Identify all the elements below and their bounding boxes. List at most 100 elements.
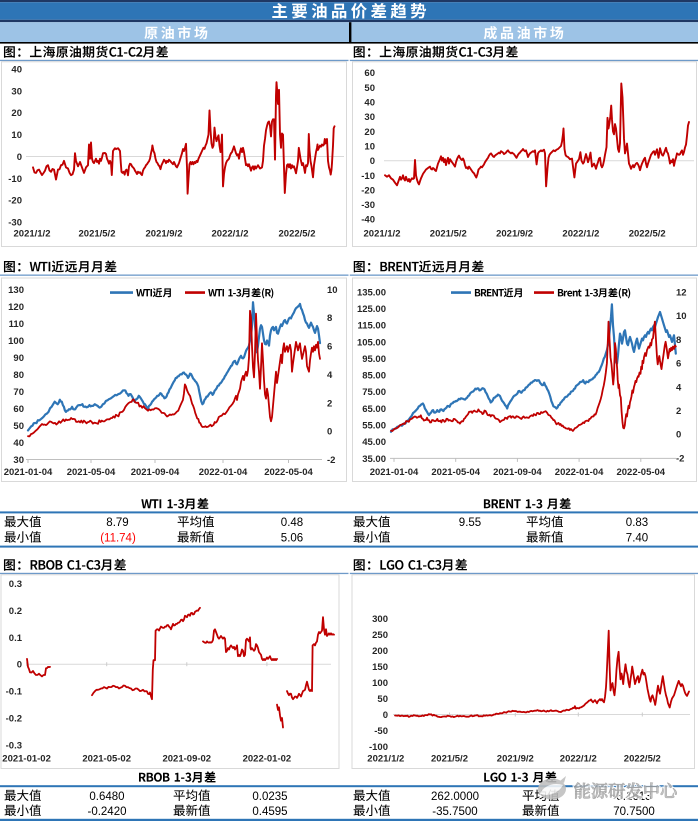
- svg-text:2021-05-04: 2021-05-04: [67, 467, 116, 478]
- svg-text:2022-05-04: 2022-05-04: [264, 467, 313, 478]
- svg-text:2: 2: [327, 398, 332, 409]
- svg-text:0: 0: [676, 430, 681, 441]
- svg-text:0.83: 0.83: [626, 517, 648, 529]
- svg-text:(11.74): (11.74): [100, 533, 136, 545]
- svg-text:-30: -30: [8, 217, 22, 228]
- svg-text:60: 60: [13, 404, 24, 415]
- svg-text:0.48: 0.48: [281, 517, 303, 529]
- svg-text:-2: -2: [676, 453, 684, 464]
- svg-text:-10: -10: [8, 174, 22, 185]
- svg-text:2021/9/2: 2021/9/2: [497, 753, 534, 764]
- svg-text:-40: -40: [361, 215, 375, 226]
- svg-text:50: 50: [364, 83, 375, 94]
- svg-text:250: 250: [372, 630, 388, 641]
- svg-text:2021-09-04: 2021-09-04: [493, 467, 542, 478]
- svg-text:40: 40: [364, 98, 375, 109]
- svg-text:150: 150: [372, 662, 388, 673]
- svg-text:2021-01-02: 2021-01-02: [2, 753, 51, 764]
- svg-text:6: 6: [327, 342, 332, 353]
- svg-text:120: 120: [8, 302, 24, 313]
- svg-text:0: 0: [17, 660, 22, 671]
- svg-text:0.6480: 0.6480: [89, 791, 124, 803]
- svg-text:2022/5/2: 2022/5/2: [279, 229, 316, 240]
- svg-text:115.00: 115.00: [357, 321, 386, 332]
- svg-text:12: 12: [676, 287, 687, 298]
- svg-text:0: 0: [17, 152, 22, 163]
- svg-text:300: 300: [372, 614, 388, 625]
- svg-text:-100: -100: [369, 742, 388, 753]
- svg-text:4: 4: [676, 382, 682, 393]
- svg-text:-35.7500: -35.7500: [432, 806, 477, 818]
- svg-text:2021-01-04: 2021-01-04: [370, 467, 419, 478]
- svg-text:70.7500: 70.7500: [613, 806, 655, 818]
- svg-text:125.00: 125.00: [357, 304, 386, 315]
- svg-text:2021/1/2: 2021/1/2: [367, 753, 404, 764]
- svg-text:8: 8: [327, 313, 332, 324]
- svg-text:2021-09-02: 2021-09-02: [162, 753, 211, 764]
- svg-text:100: 100: [8, 336, 24, 347]
- svg-text:10: 10: [364, 141, 375, 152]
- svg-text:85.00: 85.00: [362, 371, 386, 382]
- svg-text:40: 40: [11, 64, 22, 75]
- svg-text:7.40: 7.40: [626, 533, 648, 545]
- svg-text:30: 30: [364, 112, 375, 123]
- svg-text:0.1: 0.1: [9, 633, 23, 644]
- svg-text:2021/1/2: 2021/1/2: [14, 229, 51, 240]
- svg-text:-0.2420: -0.2420: [87, 806, 126, 818]
- svg-text:60: 60: [364, 68, 375, 79]
- svg-text:4: 4: [327, 370, 333, 381]
- svg-text:0.4595: 0.4595: [252, 806, 287, 818]
- svg-text:2022-01-02: 2022-01-02: [243, 753, 292, 764]
- svg-text:6: 6: [676, 359, 681, 370]
- svg-text:2: 2: [676, 406, 681, 417]
- svg-text:8: 8: [676, 335, 681, 346]
- svg-text:2021/5/2: 2021/5/2: [79, 229, 116, 240]
- svg-text:135.00: 135.00: [357, 287, 386, 298]
- svg-text:30: 30: [11, 86, 22, 97]
- svg-text:2022/5/2: 2022/5/2: [629, 229, 666, 240]
- svg-text:-2: -2: [327, 455, 335, 466]
- svg-text:-50: -50: [374, 726, 388, 737]
- svg-text:50: 50: [13, 421, 24, 432]
- svg-text:75.00: 75.00: [362, 387, 386, 398]
- svg-text:20: 20: [364, 127, 375, 138]
- svg-text:105.00: 105.00: [357, 337, 386, 348]
- svg-text:95.00: 95.00: [362, 354, 386, 365]
- svg-text:55.00: 55.00: [362, 421, 386, 432]
- svg-text:2022-01-04: 2022-01-04: [199, 467, 248, 478]
- svg-text:35.00: 35.00: [362, 454, 386, 465]
- svg-text:5.06: 5.06: [281, 533, 303, 545]
- svg-text:2021/5/2: 2021/5/2: [431, 753, 468, 764]
- svg-text:110: 110: [9, 319, 24, 330]
- svg-text:262.0000: 262.0000: [431, 791, 479, 803]
- svg-text:100: 100: [372, 678, 388, 689]
- svg-text:90: 90: [13, 353, 24, 364]
- svg-text:70: 70: [13, 387, 24, 398]
- svg-text:10: 10: [676, 311, 687, 322]
- svg-text:2021-05-02: 2021-05-02: [82, 753, 131, 764]
- svg-text:-30: -30: [361, 200, 375, 211]
- svg-text:20: 20: [11, 108, 22, 119]
- svg-text:40: 40: [13, 438, 24, 449]
- svg-text:0.0235: 0.0235: [252, 791, 287, 803]
- svg-text:50: 50: [377, 694, 388, 705]
- svg-text:0: 0: [327, 427, 332, 438]
- svg-text:9.55: 9.55: [459, 517, 481, 529]
- svg-text:-0.1: -0.1: [6, 687, 23, 698]
- svg-text:10: 10: [327, 285, 338, 296]
- svg-text:2021/9/2: 2021/9/2: [146, 229, 183, 240]
- svg-text:2021-01-04: 2021-01-04: [4, 467, 53, 478]
- svg-text:-20: -20: [361, 185, 375, 196]
- svg-text:2021/5/2: 2021/5/2: [430, 229, 467, 240]
- svg-text:2021-05-04: 2021-05-04: [431, 467, 480, 478]
- svg-text:2022/1/2: 2022/1/2: [562, 229, 599, 240]
- svg-text:2022/1/2: 2022/1/2: [212, 229, 249, 240]
- svg-text:2021/9/2: 2021/9/2: [496, 229, 533, 240]
- svg-text:0.2: 0.2: [9, 606, 22, 617]
- svg-text:2021-09-04: 2021-09-04: [131, 467, 180, 478]
- svg-text:2021/1/2: 2021/1/2: [364, 229, 401, 240]
- svg-text:2022-05-04: 2022-05-04: [616, 467, 665, 478]
- svg-text:2022-01-04: 2022-01-04: [555, 467, 604, 478]
- svg-text:45.00: 45.00: [362, 437, 386, 448]
- svg-text:2022/1/2: 2022/1/2: [560, 753, 597, 764]
